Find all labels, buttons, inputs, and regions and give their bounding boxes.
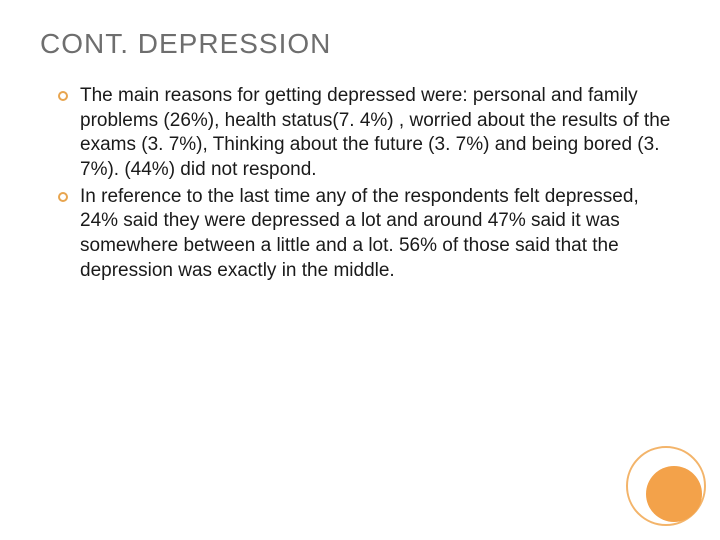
- bullet-text: In reference to the last time any of the…: [80, 185, 680, 284]
- list-item: The main reasons for getting depressed w…: [58, 84, 680, 183]
- slide-title: CONT. DEPRESSION: [40, 28, 680, 60]
- slide-body: The main reasons for getting depressed w…: [40, 84, 680, 284]
- slide: CONT. DEPRESSION The main reasons for ge…: [0, 0, 720, 540]
- bullet-icon: [58, 192, 68, 202]
- list-item: In reference to the last time any of the…: [58, 185, 680, 284]
- decorative-circle-icon: [646, 466, 702, 522]
- bullet-text: The main reasons for getting depressed w…: [80, 84, 680, 183]
- bullet-icon: [58, 91, 68, 101]
